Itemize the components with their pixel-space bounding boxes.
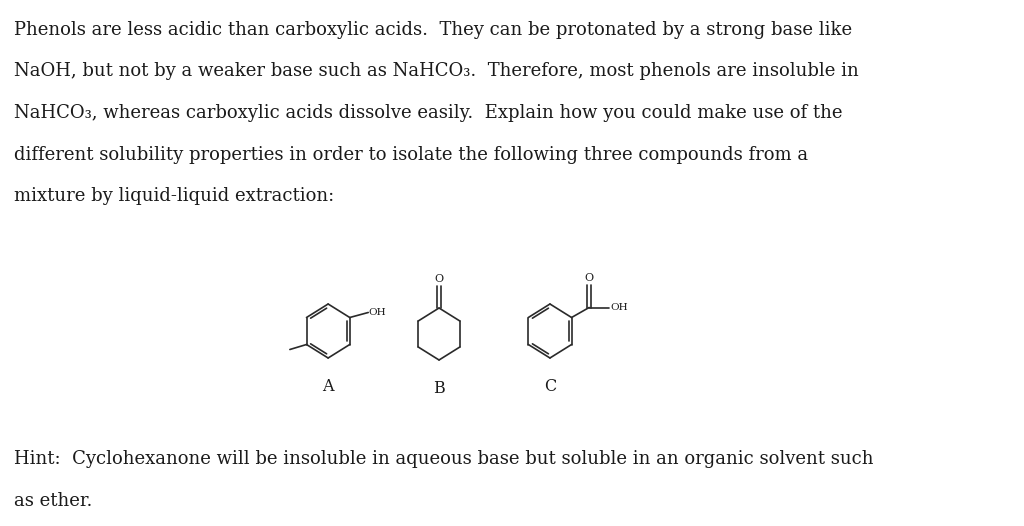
Text: B: B	[433, 380, 444, 397]
Text: NaHCO₃, whereas carboxylic acids dissolve easily.  Explain how you could make us: NaHCO₃, whereas carboxylic acids dissolv…	[14, 104, 843, 122]
Text: mixture by liquid-liquid extraction:: mixture by liquid-liquid extraction:	[14, 187, 334, 205]
Text: NaOH, but not by a weaker base such as NaHCO₃.  Therefore, most phenols are inso: NaOH, but not by a weaker base such as N…	[14, 63, 858, 80]
Text: OH: OH	[369, 308, 386, 317]
Text: as ether.: as ether.	[14, 491, 92, 510]
Text: different solubility properties in order to isolate the following three compound: different solubility properties in order…	[14, 146, 808, 164]
Text: Phenols are less acidic than carboxylic acids.  They can be protonated by a stro: Phenols are less acidic than carboxylic …	[14, 21, 852, 39]
Text: C: C	[544, 378, 556, 395]
Text: A: A	[323, 378, 334, 395]
Text: O: O	[585, 274, 594, 284]
Text: O: O	[434, 274, 443, 284]
Text: Hint:  Cyclohexanone will be insoluble in aqueous base but soluble in an organic: Hint: Cyclohexanone will be insoluble in…	[14, 450, 873, 468]
Text: OH: OH	[610, 303, 628, 312]
